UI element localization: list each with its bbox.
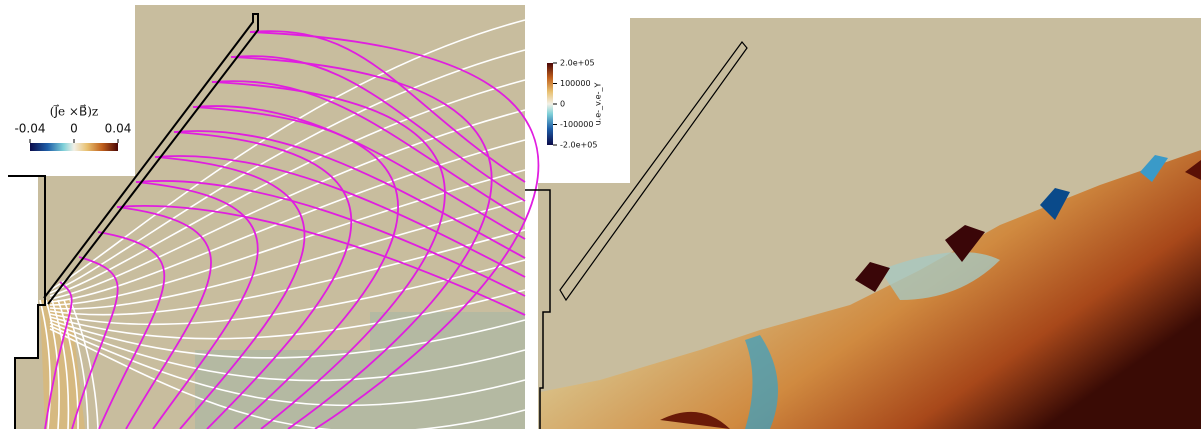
colorbar-tick-label: -2.0e+05 [560, 141, 597, 150]
colorbar-tick-label: -0.04 [14, 122, 45, 136]
right-colorbar: u.e-_v.e-_Y 2.0e+05 100000 0 -100000 -2.0e+0… [547, 59, 603, 150]
figure: (J⃗e ×B⃗)z -0.04 0 0.04 u.e-_v.e-_Y 2.0e+0… [0, 0, 1201, 429]
colorbar-tick-label: 0 [70, 122, 78, 136]
colorbar [547, 63, 553, 145]
colorbar-tick-label: -100000 [560, 120, 593, 129]
colorbar-tick-label: 0 [560, 100, 565, 109]
colorbar-tick-label: 100000 [560, 79, 591, 88]
left-colorbar: (J⃗e ×B⃗)z -0.04 0 0.04 [14, 103, 131, 151]
colorbar-tick-label: 2.0e+05 [560, 59, 595, 68]
colorbar-title: u.e-_v.e-_Y [594, 83, 603, 126]
left-panel [8, 5, 538, 429]
colorbar [30, 143, 118, 151]
colorbar-tick-label: 0.04 [105, 122, 132, 136]
right-panel [525, 18, 1201, 429]
colorbar-title: (J⃗e ×B⃗)z [50, 103, 98, 118]
